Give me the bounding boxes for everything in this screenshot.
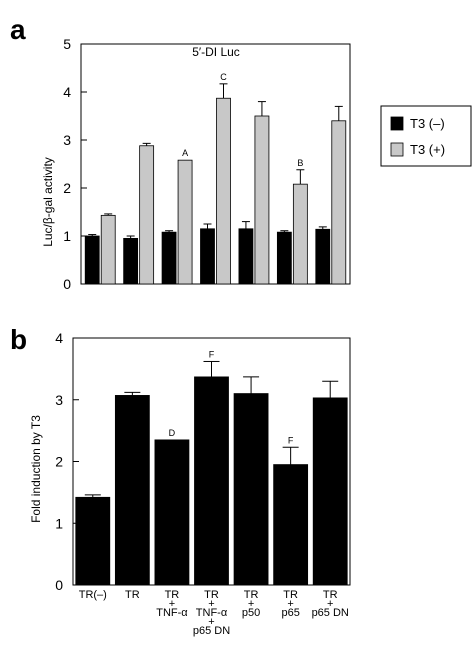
x-tick-label: TR(–) <box>79 589 107 601</box>
x-tick-label: TNF-α <box>156 607 188 619</box>
bar-t3-plus <box>139 145 155 285</box>
y-tick-label: 2 <box>63 180 71 196</box>
x-tick-label: TR <box>165 589 180 601</box>
bar-t3-minus <box>123 237 139 285</box>
bar <box>273 464 309 586</box>
y-tick-label: 4 <box>63 84 71 100</box>
y-tick-label: 1 <box>63 228 71 244</box>
x-tick-label: + <box>327 598 333 610</box>
legend-label-t3-plus: T3 (+) <box>410 142 445 157</box>
x-tick-label: p65 DN <box>312 607 349 619</box>
x-tick-label: TR <box>125 589 140 601</box>
x-tick-label: + <box>208 616 214 628</box>
bar <box>233 393 269 586</box>
y-tick-label: 3 <box>63 132 71 148</box>
bar-t3-plus <box>100 214 116 285</box>
panel-a-marks: 0 1 2 3 4 5 A C B <box>63 36 347 292</box>
y-tick-label: 2 <box>55 454 63 470</box>
x-tick-label: TR <box>204 589 219 601</box>
x-tick-label: + <box>208 598 214 610</box>
y-tick-label: 4 <box>55 330 63 346</box>
x-tick-label: p65 <box>281 607 299 619</box>
legend-box <box>380 105 472 167</box>
x-tick-label: p65 DN <box>193 625 230 637</box>
x-tick-label: TR <box>323 589 338 601</box>
significance-label: B <box>297 158 303 168</box>
bar <box>75 496 111 586</box>
x-tick-label: TR <box>283 589 298 601</box>
x-tick-label: + <box>287 598 293 610</box>
x-tick-label: + <box>248 598 254 610</box>
legend-swatch-t3-minus <box>390 116 404 131</box>
y-tick-label: 0 <box>63 276 71 292</box>
bar-t3-plus <box>216 97 231 285</box>
bar-t3-plus <box>331 120 347 285</box>
significance-label: A <box>182 148 188 158</box>
x-tick-label: + <box>169 598 175 610</box>
panel-label-a: a <box>10 14 26 45</box>
significance-label: C <box>220 72 227 82</box>
significance-label: D <box>169 428 176 438</box>
y-axis-label: Fold induction by T3 <box>29 415 43 523</box>
panel-label-b: b <box>10 324 27 355</box>
x-tick-label: TNF-α <box>196 607 228 619</box>
y-tick-label: 3 <box>55 392 63 408</box>
plot-frame <box>80 43 351 285</box>
legend-label-t3-minus: T3 (–) <box>410 116 445 131</box>
significance-label: F <box>209 349 215 359</box>
bar <box>312 397 348 586</box>
bar-t3-minus <box>276 231 292 285</box>
bar-t3-minus <box>161 231 177 285</box>
bar <box>154 439 190 586</box>
bar-t3-minus <box>315 228 331 285</box>
bar <box>194 376 229 586</box>
bar-t3-minus <box>200 228 215 285</box>
bar-t3-minus <box>238 228 254 285</box>
x-tick-label: TR <box>244 589 259 601</box>
x-tick-label: p50 <box>242 607 260 619</box>
y-tick-label: 0 <box>55 577 63 593</box>
bar-t3-plus <box>177 159 193 285</box>
legend-swatch-t3-plus <box>390 142 404 157</box>
y-tick-label: 1 <box>55 515 63 531</box>
legend: T3 (–) T3 (+) <box>380 105 472 167</box>
y-axis-label: Luc/β-gal activity <box>41 157 55 247</box>
panel-a: a 5′-DI Luc Luc/β-gal activity <box>10 14 351 285</box>
chart-title: 5′-DI Luc <box>192 45 240 59</box>
bar-t3-plus <box>292 183 308 285</box>
significance-label: F <box>288 435 294 445</box>
y-tick-label: 5 <box>63 36 71 52</box>
bar <box>114 395 150 586</box>
bar-t3-minus <box>84 235 100 285</box>
bar-t3-plus <box>254 115 270 285</box>
